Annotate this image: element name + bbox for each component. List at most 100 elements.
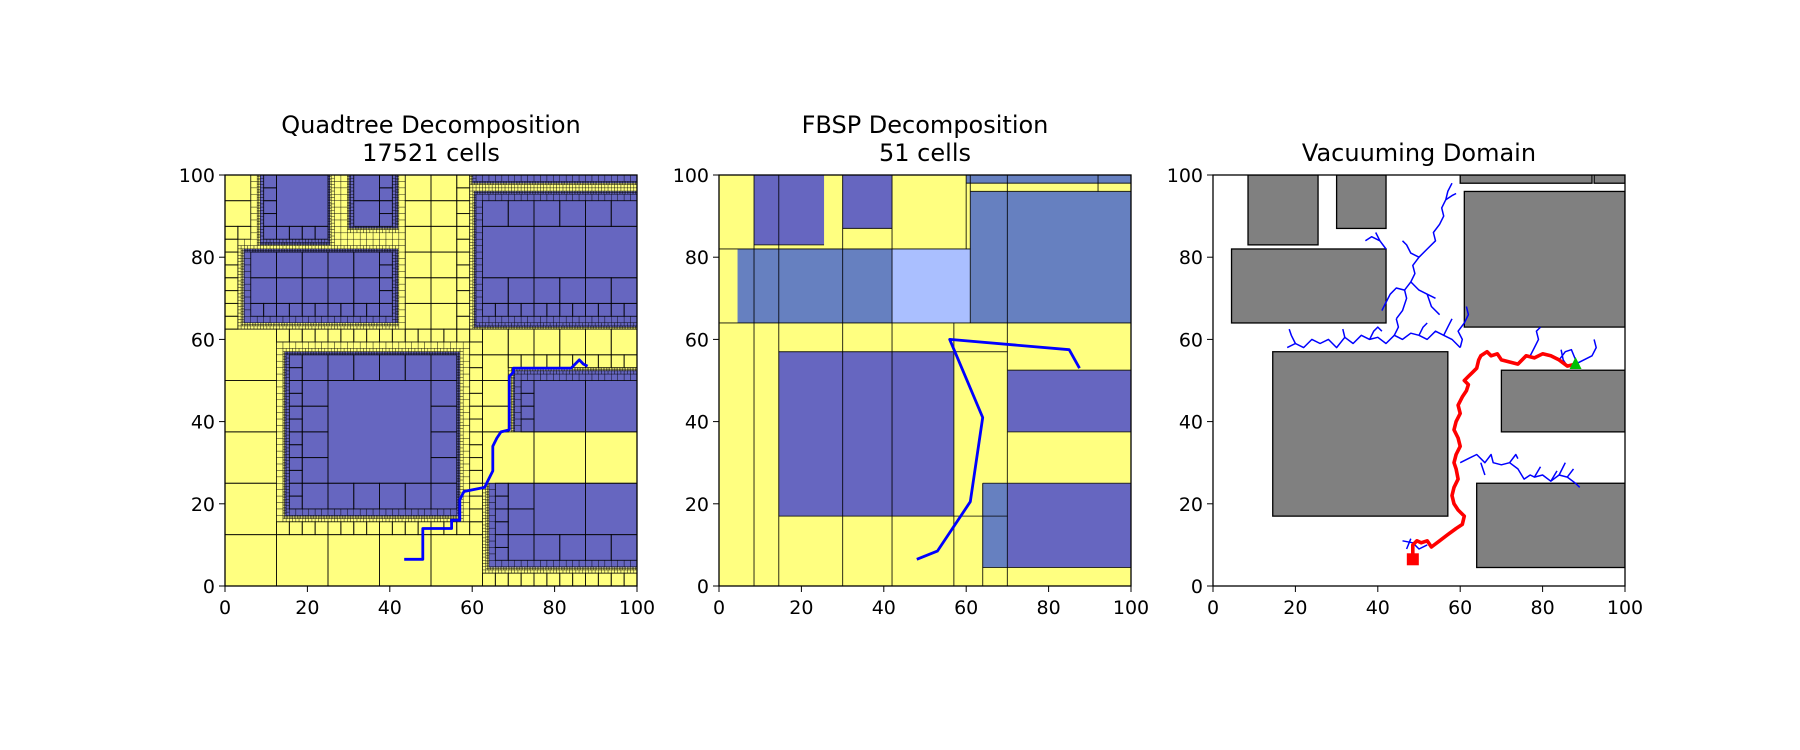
vacuum-start-marker (1406, 553, 1419, 566)
quadtree-path-layer (404, 358, 589, 561)
fbsp-ytick-label: 60 (685, 329, 709, 351)
quadtree-cell-grid (225, 175, 637, 586)
vacuum-obstacle (1463, 190, 1625, 328)
quadtree-obstacle (243, 248, 399, 323)
fbsp-path-layer (916, 337, 1081, 561)
quadtree-ytick-label: 80 (191, 247, 215, 269)
vacuum-obstacle (1593, 175, 1625, 184)
vacuum-xtick-label: 0 (1207, 597, 1219, 619)
vacuum-xtick-label: 20 (1283, 597, 1307, 619)
vacuum-tree-branch (1457, 306, 1470, 348)
vacuum-tree-branch (1288, 328, 1297, 344)
vacuum-ytick-label: 80 (1179, 247, 1203, 269)
quadtree-obstacle (488, 483, 637, 568)
fbsp-cell (737, 248, 893, 323)
quadtree-ytick-label: 0 (203, 576, 215, 598)
fbsp-ytick-label: 100 (673, 165, 709, 187)
fbsp-cell (754, 175, 825, 245)
vacuum-tree-branch (1395, 182, 1453, 320)
quadtree-xtick-label: 20 (295, 597, 319, 619)
fbsp-cell (970, 191, 1008, 249)
vacuum-xtick-label: 80 (1531, 597, 1555, 619)
vacuum-tree-branch (1418, 322, 1428, 336)
quadtree-obstacle (260, 175, 331, 245)
fbsp-cell (1007, 370, 1131, 432)
vacuum-tree-branch (1286, 330, 1461, 349)
vacuum-tree-branch (1401, 240, 1420, 258)
quadtree-obstacle (472, 175, 637, 184)
vacuum-tree-branch (1480, 462, 1486, 476)
vacuum-tree-branch (1368, 326, 1383, 340)
vacuum-tree-branch (1381, 287, 1405, 311)
vacuum-tree-branch (1426, 293, 1441, 316)
quadtree-obstacle (474, 191, 637, 328)
fbsp-cells (719, 175, 1131, 586)
quadtree-title: Quadtree Decomposition (281, 111, 581, 139)
vacuum-ytick-label: 40 (1179, 412, 1203, 434)
fbsp-xtick-label: 0 (713, 597, 725, 619)
fbsp-xtick-label: 60 (954, 597, 978, 619)
vacuum-tree-branch (1566, 468, 1575, 478)
vacuum-ytick-label: 100 (1167, 165, 1203, 187)
vacuum-path-layer (1411, 349, 1577, 560)
fbsp-title: FBSP Decomposition (802, 111, 1049, 139)
quadtree-panel: Quadtree Decomposition 17521 cells 0 20 40… (179, 111, 655, 619)
vacuum-xtick-label: 40 (1366, 597, 1390, 619)
vacuum-obstacle (1230, 248, 1387, 324)
vacuum-tree-branch (1443, 318, 1453, 336)
fbsp-cell (778, 351, 954, 517)
quadtree-ytick-label: 40 (191, 412, 215, 434)
vacuum-tree-branch (1405, 538, 1412, 550)
vacuum-title: Vacuuming Domain (1302, 139, 1536, 167)
quadtree-obstacle (513, 370, 637, 432)
fbsp-subtitle: 51 cells (879, 139, 971, 167)
fbsp-cell (982, 483, 1008, 568)
vacuum-path (1411, 349, 1577, 560)
vacuum-tree-branch (1529, 326, 1542, 357)
vacuum-axes-frame (1212, 174, 1626, 587)
vacuum-xtick-label: 60 (1448, 597, 1472, 619)
quadtree-subtitle: 17521 cells (362, 139, 500, 167)
vacuum-search-tree (1286, 182, 1597, 550)
vacuum-tree-branch (1575, 339, 1597, 365)
fbsp-xtick-label: 20 (789, 597, 813, 619)
fbsp-xtick-label: 100 (1113, 597, 1149, 619)
vacuum-obstacle (1476, 482, 1625, 569)
vacuum-obstacles (1230, 175, 1625, 569)
fbsp-cell (842, 175, 893, 229)
quadtree-xtick-label: 60 (460, 597, 484, 619)
vacuum-goal-marker (1569, 357, 1582, 370)
vacuum-obstacle (1335, 175, 1387, 230)
vacuum-obstacle (1500, 369, 1625, 433)
vacuum-tree-branch (1342, 328, 1346, 338)
vacuum-obstacle (1247, 175, 1319, 246)
vacuum-ytick-label: 60 (1179, 329, 1203, 351)
fbsp-xtick-label: 80 (1037, 597, 1061, 619)
fbsp-ytick-label: 40 (685, 412, 709, 434)
vacuum-tree-branch (1550, 470, 1558, 482)
fbsp-xtick-label: 40 (872, 597, 896, 619)
quadtree-ytick-label: 20 (191, 494, 215, 516)
quadtree-ytick-label: 100 (179, 165, 215, 187)
quadtree-obstacle (284, 351, 460, 517)
quadtree-axes-frame (224, 174, 638, 587)
quadtree-path (404, 358, 589, 561)
quadtree-obstacle (348, 175, 399, 229)
vacuum-tree-branch (1402, 540, 1428, 550)
vacuum-tree-branch (1364, 235, 1387, 250)
vacuum-obstacle (1272, 351, 1449, 517)
vacuum-panel: Vacuuming Domain 0 20 40 60 80 10002040608010… (1167, 139, 1643, 619)
fbsp-ytick-label: 80 (685, 247, 709, 269)
vacuum-tree-branch (1558, 462, 1566, 476)
fbsp-axes-frame (718, 174, 1132, 587)
vacuum-tree-branch (1459, 453, 1581, 488)
fbsp-panel: FBSP Decomposition 51 cells 0 20 40 60 80 100… (673, 111, 1149, 619)
quadtree-ytick-label: 60 (191, 329, 215, 351)
vacuum-markers (1406, 357, 1582, 566)
quadtree-xtick-label: 80 (543, 597, 567, 619)
quadtree-xtick-label: 100 (619, 597, 655, 619)
